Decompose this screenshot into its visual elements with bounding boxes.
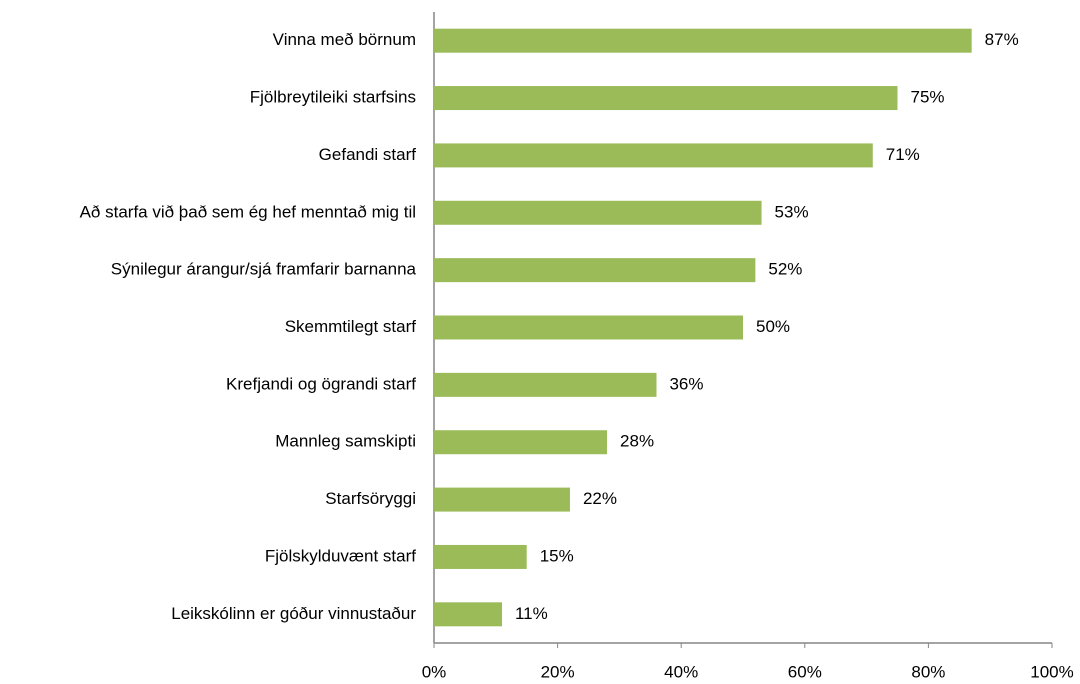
value-label: 52%	[768, 260, 802, 279]
value-label: 28%	[620, 432, 654, 451]
x-tick-label: 0%	[422, 662, 447, 681]
bar	[434, 86, 898, 111]
bar	[434, 487, 570, 512]
y-tick-label: Mannleg samskipti	[275, 432, 416, 451]
value-label: 11%	[515, 604, 548, 623]
bar	[434, 28, 972, 53]
y-tick-label: Starfsöryggi	[325, 489, 416, 508]
bar	[434, 544, 527, 569]
value-label: 75%	[911, 88, 945, 107]
x-tick-label: 20%	[541, 662, 575, 681]
bar	[434, 258, 756, 283]
x-tick-label: 60%	[788, 662, 822, 681]
y-tick-label: Leikskólinn er góður vinnustaður	[171, 604, 416, 623]
x-tick-label: 100%	[1030, 662, 1073, 681]
bar	[434, 143, 873, 168]
y-tick-label: Gefandi starf	[319, 145, 417, 164]
value-label: 36%	[669, 374, 703, 393]
bar	[434, 372, 657, 397]
value-label: 50%	[756, 317, 790, 336]
value-label: 53%	[775, 202, 809, 221]
y-tick-label: Fjölbreytileiki starfsins	[250, 88, 416, 107]
bar	[434, 200, 762, 225]
bar	[434, 315, 743, 340]
value-label: 71%	[886, 145, 920, 164]
y-tick-label: Krefjandi og ögrandi starf	[226, 374, 416, 393]
x-tick-label: 40%	[664, 662, 698, 681]
value-label: 22%	[583, 489, 617, 508]
bar	[434, 602, 502, 627]
value-label: 87%	[985, 30, 1019, 49]
y-tick-label: Fjölskylduvænt starf	[265, 546, 416, 565]
y-tick-label: Að starfa við það sem ég hef menntað mig…	[80, 202, 416, 221]
bar	[434, 430, 608, 455]
y-tick-label: Vinna með börnum	[273, 30, 416, 49]
x-tick-label: 80%	[911, 662, 945, 681]
y-tick-label: Sýnilegur árangur/sjá framfarir barnanna	[111, 260, 417, 279]
value-label: 15%	[540, 546, 574, 565]
y-tick-label: Skemmtilegt starf	[285, 317, 417, 336]
